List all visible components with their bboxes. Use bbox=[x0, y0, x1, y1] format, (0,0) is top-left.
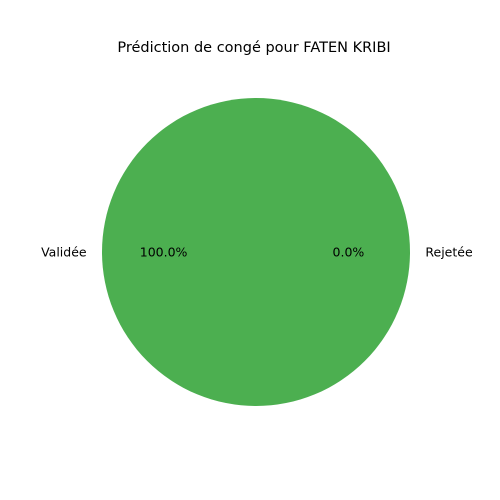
chart-title: Prédiction de congé pour FATEN KRIBI bbox=[117, 40, 390, 56]
pie-slice-validee bbox=[102, 98, 410, 406]
slice-percent-rejetee: 0.0% bbox=[333, 245, 365, 260]
slice-label-rejetee: Rejetée bbox=[425, 245, 473, 260]
pie-labels: Validée 100.0% Rejetée 0.0% bbox=[41, 245, 473, 260]
pie-slices bbox=[102, 98, 410, 406]
slice-percent-validee: 100.0% bbox=[140, 245, 188, 260]
slice-label-validee: Validée bbox=[41, 245, 87, 260]
